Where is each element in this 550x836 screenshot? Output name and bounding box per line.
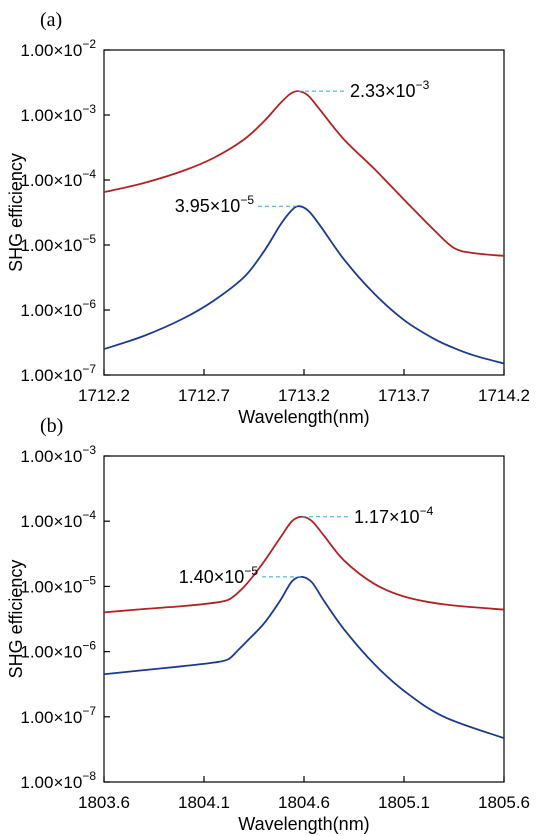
series-line-lower xyxy=(103,205,505,365)
y-tick-label: 1.00×10−7 xyxy=(20,362,96,385)
y-tick-label: 1.00×10−5 xyxy=(20,232,96,255)
y-tick-label: 1.00×10−7 xyxy=(20,704,96,727)
y-tick-label: 1.00×10−5 xyxy=(20,573,96,596)
y-axis-label: SHG efficiency xyxy=(6,153,26,272)
x-tick-label: 1712.2 xyxy=(78,386,130,405)
panel-label: (a) xyxy=(40,9,62,31)
y-tick-label: 1.00×10−6 xyxy=(20,297,96,320)
y-tick-label: 1.00×10−2 xyxy=(20,37,96,60)
x-tick-label: 1714.2 xyxy=(478,386,530,405)
y-axis-label: SHG efficiency xyxy=(6,560,26,679)
panel-label: (b) xyxy=(40,415,63,437)
y-tick-label: 1.00×10−8 xyxy=(20,769,96,792)
y-tick-label: 1.00×10−4 xyxy=(20,508,96,531)
chart-panel-b: (b) 1803.6 1804.1 1804.6 1805.1 1805.6 1.00×10… xyxy=(6,415,530,834)
series-line-upper xyxy=(103,515,505,614)
y-tick-label: 1.00×10−4 xyxy=(20,167,96,190)
x-axis-label: Wavelength(nm) xyxy=(238,407,369,427)
x-tick-label: 1713.7 xyxy=(378,386,430,405)
series-line-upper xyxy=(103,90,505,257)
x-tick-label: 1803.6 xyxy=(78,793,130,812)
peak-annotation: 2.33×10−3 xyxy=(350,78,430,101)
plot-frame xyxy=(103,49,505,376)
x-tick-label: 1804.6 xyxy=(278,793,330,812)
y-tick-label: 1.00×10−6 xyxy=(20,639,96,662)
x-tick-label: 1805.6 xyxy=(478,793,530,812)
peak-annotation: 1.40×10−5 xyxy=(179,564,259,587)
peak-annotation: 1.17×10−4 xyxy=(354,504,434,527)
plot-frame xyxy=(103,455,505,783)
peak-annotation: 3.95×10−5 xyxy=(175,193,255,216)
chart-panel-a: (a) 1712.2 1712.7 1713.2 1713.7 1714.2 1.00×10… xyxy=(6,9,530,427)
x-tick-label: 1805.1 xyxy=(378,793,430,812)
y-tick-label: 1.00×10−3 xyxy=(20,443,96,466)
x-tick-label: 1804.1 xyxy=(178,793,230,812)
y-tick-label: 1.00×10−3 xyxy=(20,102,96,125)
x-tick-label: 1713.2 xyxy=(278,386,330,405)
series-line-lower xyxy=(103,575,505,740)
x-tick-label: 1712.7 xyxy=(178,386,230,405)
x-axis-label: Wavelength(nm) xyxy=(238,814,369,834)
